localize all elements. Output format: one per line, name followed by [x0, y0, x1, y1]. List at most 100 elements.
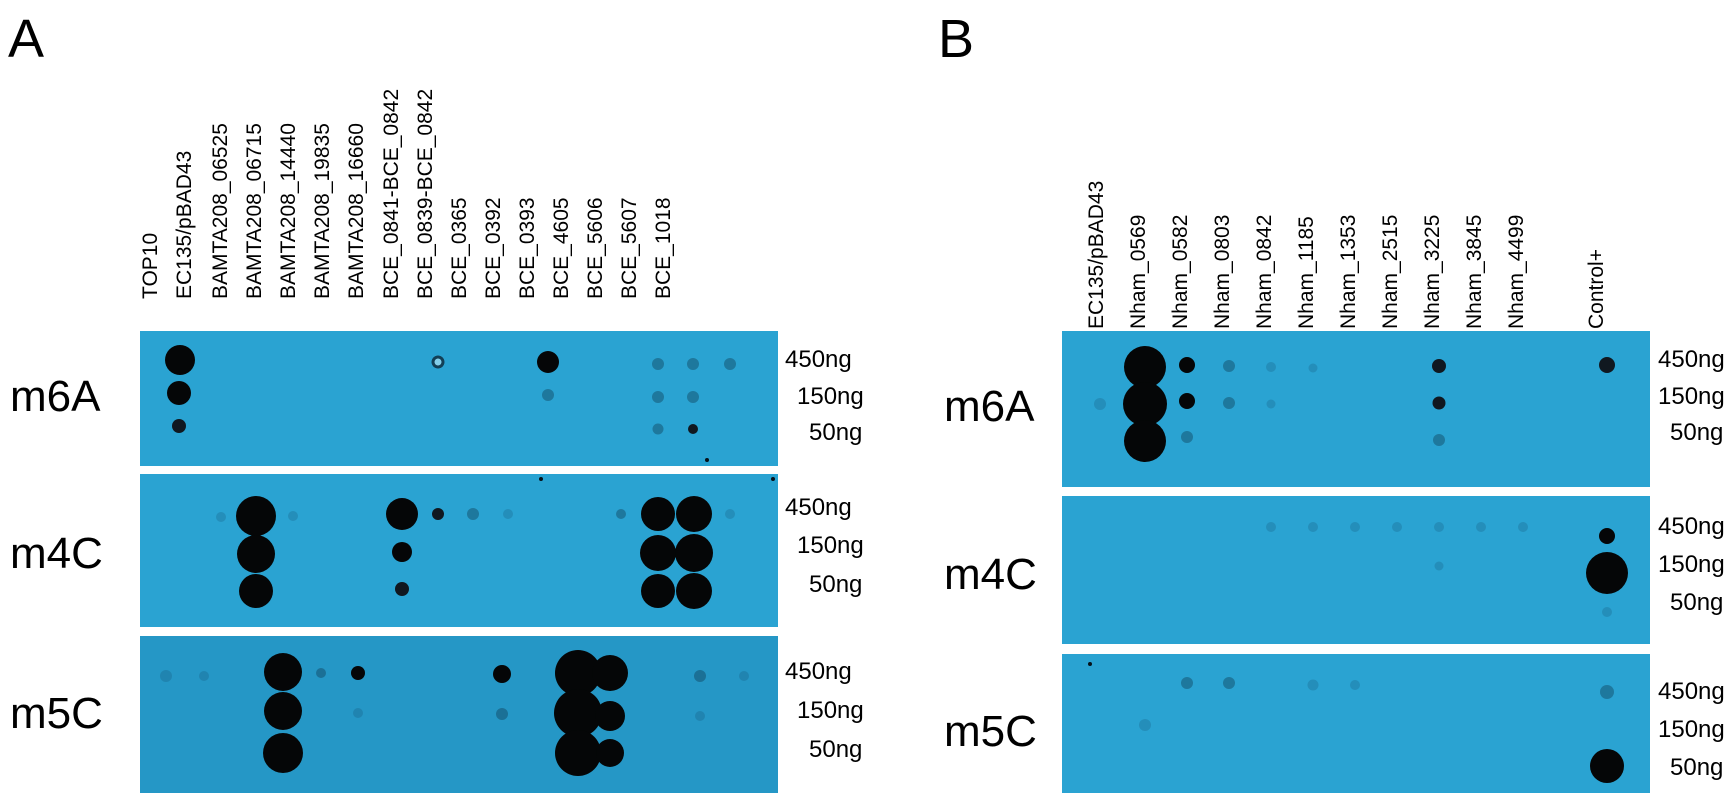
dot: [496, 708, 508, 720]
dot: [640, 535, 676, 571]
dot: [199, 671, 209, 681]
dot: [1181, 677, 1193, 689]
lane-label: BAMTA208_19835: [311, 123, 334, 299]
dot: [1600, 685, 1614, 699]
lane-label: Control+: [1585, 249, 1608, 329]
amount-label: 150ng: [1658, 383, 1725, 410]
lane-label: EC135/pBAD43: [1085, 180, 1108, 329]
dot: [1266, 522, 1276, 532]
panel-b-row-label-m5c: m5C: [944, 707, 1037, 756]
dot: [351, 666, 365, 680]
panel-b-m6a-blot: [1062, 331, 1650, 487]
lane-label: BCE_0393: [516, 197, 539, 299]
dot: [694, 670, 706, 682]
dot: [1599, 528, 1615, 544]
amount-label: 50ng: [1670, 419, 1724, 446]
lane-label: BCE_4605: [550, 197, 573, 299]
amount-label: 450ng: [785, 658, 852, 685]
dot: [503, 509, 513, 519]
panel-a-row-label-m5c: m5C: [10, 689, 103, 738]
dot: [652, 358, 664, 370]
amount-label: 150ng: [797, 383, 864, 410]
dot: [675, 534, 713, 572]
dot: [237, 535, 275, 573]
lane-label: EC135/pBAD43: [173, 150, 196, 299]
dot: [467, 508, 479, 520]
dot: [641, 497, 675, 531]
dot: [1590, 749, 1624, 783]
speck: [539, 477, 543, 481]
dot: [1181, 431, 1193, 443]
dot: [1432, 396, 1446, 410]
lane-label: BCE_0839-BCE_0842: [414, 88, 437, 299]
dot: [616, 509, 626, 519]
panel-a-m4c-blot: [140, 474, 778, 627]
dot: [537, 351, 559, 373]
lane-label: Nham_3845: [1463, 214, 1486, 329]
panel-a-row-label-m4c: m4C: [10, 529, 103, 578]
dot: [1433, 434, 1445, 446]
lane-label: BCE_0392: [482, 197, 505, 299]
dot: [1124, 420, 1166, 462]
dot: [1602, 607, 1612, 617]
panel-b-row-label-m6a: m6A: [944, 382, 1035, 431]
dot: [676, 496, 712, 532]
dot: [1350, 680, 1360, 690]
dot: [288, 511, 298, 521]
dot: [1434, 522, 1444, 532]
dot: [1094, 398, 1106, 410]
dot: [263, 733, 303, 773]
lane-label: Nham_0569: [1127, 214, 1150, 329]
dot: [724, 358, 736, 370]
dot: [1223, 677, 1235, 689]
dot: [695, 711, 705, 721]
dot: [554, 689, 602, 737]
dot: [1350, 522, 1360, 532]
dot: [165, 345, 195, 375]
lane-label: Nham_0582: [1169, 214, 1192, 329]
amount-label: 450ng: [785, 494, 852, 521]
dot: [1392, 522, 1402, 532]
speck: [771, 477, 775, 481]
lane-label: BCE_0841-BCE_0842: [380, 88, 403, 299]
dot: [167, 381, 191, 405]
panel-b-letter: B: [938, 9, 975, 69]
dot: [596, 739, 624, 767]
amount-label: 50ng: [809, 736, 863, 763]
amount-label: 50ng: [1670, 589, 1724, 616]
dot: [431, 355, 445, 369]
lane-label: Nham_2515: [1379, 214, 1402, 329]
lane-label: Nham_1353: [1337, 214, 1360, 329]
panel-a-letter: A: [8, 9, 45, 69]
lane-label: Nham_4499: [1505, 214, 1528, 329]
dot: [652, 423, 664, 435]
dot: [1586, 552, 1628, 594]
dot: [1139, 719, 1151, 731]
lane-label: BCE_5606: [584, 197, 607, 299]
dot: [1476, 522, 1486, 532]
dot: [1179, 357, 1195, 373]
dot: [395, 582, 409, 596]
dot: [264, 653, 302, 691]
dot: [1308, 522, 1318, 532]
panel-b-m5c-blot: [1062, 654, 1650, 793]
amount-label: 150ng: [797, 532, 864, 559]
amount-label: 450ng: [1658, 678, 1725, 705]
dot: [1434, 561, 1444, 571]
dot: [216, 512, 226, 522]
dot: [687, 358, 699, 370]
amount-label: 450ng: [1658, 513, 1725, 540]
dot: [172, 419, 186, 433]
lane-label: TOP10: [139, 232, 162, 299]
dot: [264, 692, 302, 730]
speck: [1088, 662, 1092, 666]
dot: [1266, 362, 1276, 372]
dot: [1123, 382, 1167, 426]
dot: [1266, 399, 1276, 409]
amount-label: 50ng: [809, 571, 863, 598]
panel-a-m5c-blot: [140, 636, 778, 793]
lane-label: Nham_1185: [1295, 216, 1318, 329]
dot: [386, 498, 418, 530]
lane-label: BAMTA208_14440: [277, 123, 300, 299]
dot: [1518, 522, 1528, 532]
